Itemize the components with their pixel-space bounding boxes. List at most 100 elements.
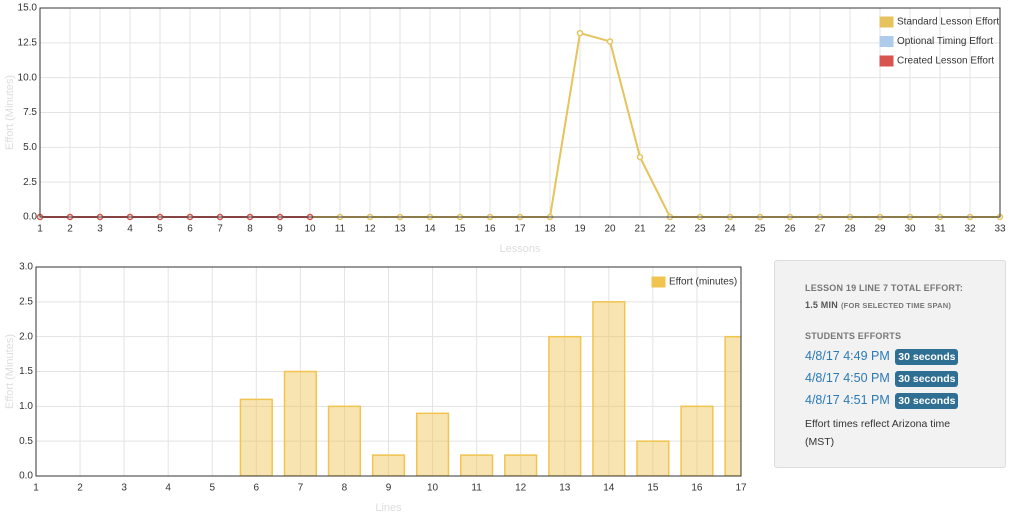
x-tick-label: 28 — [844, 224, 856, 235]
y-tick-label: 1.5 — [19, 366, 33, 377]
bar — [415, 412, 450, 476]
x-tick-label: 16 — [484, 224, 496, 235]
x-tick-label: 26 — [784, 224, 796, 235]
x-tick-label: 2 — [77, 483, 83, 494]
x-tick-label: 23 — [694, 224, 706, 235]
bar — [283, 370, 317, 476]
x-tick-label: 31 — [934, 224, 946, 235]
effort-entry: 4/8/17 4:49 PM 30 seconds — [805, 349, 1005, 365]
entry-time[interactable]: 4/8/17 4:50 PM — [805, 371, 890, 385]
x-tick-label: 9 — [386, 483, 392, 494]
y-tick-label: 3.0 — [19, 262, 33, 273]
bar — [504, 454, 538, 476]
y-tick-label: 0.0 — [23, 212, 37, 223]
x-tick-label: 33 — [994, 224, 1006, 235]
x-tick-label: 22 — [664, 224, 676, 235]
bar — [327, 405, 362, 476]
y-tick-label: 0.0 — [19, 471, 33, 482]
bar — [239, 398, 273, 476]
x-tick-label: 19 — [574, 224, 586, 235]
x-tick-label: 30 — [904, 224, 916, 235]
entry-time[interactable]: 4/8/17 4:49 PM — [805, 349, 890, 363]
bar — [724, 335, 741, 476]
y-tick-label: 15.0 — [18, 3, 38, 14]
x-tick-label: 9 — [277, 224, 283, 235]
x-tick-label: 5 — [157, 224, 163, 235]
y-axis-label: Effort (Minutes) — [4, 334, 16, 409]
x-tick-label: 21 — [634, 224, 646, 235]
x-tick-label: 20 — [604, 224, 616, 235]
x-tick-label: 1 — [37, 224, 43, 235]
x-tick-label: 18 — [544, 224, 556, 235]
effort-panel: LESSON 19 LINE 7 TOTAL EFFORT: 1.5 MIN (… — [774, 260, 1006, 468]
x-tick-label: 29 — [874, 224, 886, 235]
y-tick-label: 5.0 — [23, 142, 37, 153]
y-tick-label: 12.5 — [18, 37, 38, 48]
x-tick-label: 10 — [427, 483, 439, 494]
x-tick-label: 7 — [217, 224, 223, 235]
x-tick-label: 14 — [603, 483, 615, 494]
x-tick-label: 6 — [187, 224, 193, 235]
x-axis-label: Lines — [375, 502, 402, 514]
x-tick-label: 15 — [454, 224, 466, 235]
x-tick-label: 2 — [67, 224, 73, 235]
entry-duration: 30 seconds — [895, 349, 959, 365]
x-axis-label: Lessons — [500, 243, 541, 255]
effort-entry: 4/8/17 4:51 PM 30 seconds — [805, 393, 1005, 409]
y-tick-label: 2.5 — [23, 177, 37, 188]
point — [576, 29, 584, 37]
legend-label: Standard Lesson Effort — [897, 17, 999, 28]
x-tick-label: 6 — [254, 483, 260, 494]
x-tick-label: 14 — [424, 224, 436, 235]
panel-footer: Effort times reflect Arizona time (MST) — [805, 418, 951, 448]
bar — [460, 454, 494, 476]
legend-label: Optional Timing Effort — [897, 36, 993, 47]
entry-duration: 30 seconds — [895, 393, 959, 409]
x-tick-label: 11 — [335, 224, 346, 235]
y-tick-label: 1.0 — [19, 401, 33, 412]
x-tick-label: 10 — [304, 224, 316, 235]
bar — [592, 301, 626, 476]
x-tick-label: 1 — [33, 483, 39, 494]
x-tick-label: 16 — [691, 483, 703, 494]
x-tick-label: 24 — [724, 224, 736, 235]
x-tick-label: 27 — [814, 224, 826, 235]
point — [636, 153, 644, 161]
x-tick-label: 17 — [514, 224, 526, 235]
x-tick-label: 13 — [559, 483, 571, 494]
entry-duration: 30 seconds — [895, 371, 959, 387]
x-tick-label: 12 — [515, 483, 527, 494]
panel-title: LESSON 19 LINE 7 TOTAL EFFORT: — [805, 283, 964, 293]
y-tick-label: 10.0 — [18, 72, 38, 83]
legend-swatch — [879, 36, 894, 47]
y-tick-label: 2.0 — [19, 331, 33, 342]
x-tick-label: 3 — [97, 224, 103, 235]
y-axis-label: Effort (Minutes) — [4, 75, 16, 150]
effort-entry: 4/8/17 4:50 PM 30 seconds — [805, 371, 1005, 387]
legend-label: Created Lesson Effort — [897, 56, 994, 67]
x-tick-label: 8 — [247, 224, 253, 235]
y-tick-label: 0.5 — [19, 436, 33, 447]
x-tick-label: 11 — [471, 483, 482, 494]
bar — [636, 440, 670, 476]
x-tick-label: 4 — [127, 224, 133, 235]
plot-frame — [39, 7, 1001, 218]
x-tick-label: 32 — [964, 224, 976, 235]
y-tick-label: 2.5 — [19, 296, 33, 307]
x-tick-label: 3 — [121, 483, 127, 494]
bar — [548, 335, 582, 476]
x-tick-label: 13 — [394, 224, 406, 235]
x-tick-label: 17 — [735, 483, 747, 494]
legend-swatch — [879, 55, 894, 67]
x-tick-label: 15 — [647, 483, 659, 494]
panel-total: 1.5 MIN — [805, 300, 838, 310]
plot-frame — [35, 266, 742, 477]
chart: 0.02.55.07.510.012.515.01 2 3 4 5 6 7 8 9 10 11 12 1… — [4, 3, 1006, 255]
legend-swatch — [879, 16, 894, 28]
legend-label: Effort (minutes) — [669, 277, 737, 288]
panel-total-row: 1.5 MIN (FOR SELECTED TIME SPAN) — [805, 299, 1005, 313]
entry-time[interactable]: 4/8/17 4:51 PM — [805, 393, 890, 407]
bar — [680, 405, 714, 476]
